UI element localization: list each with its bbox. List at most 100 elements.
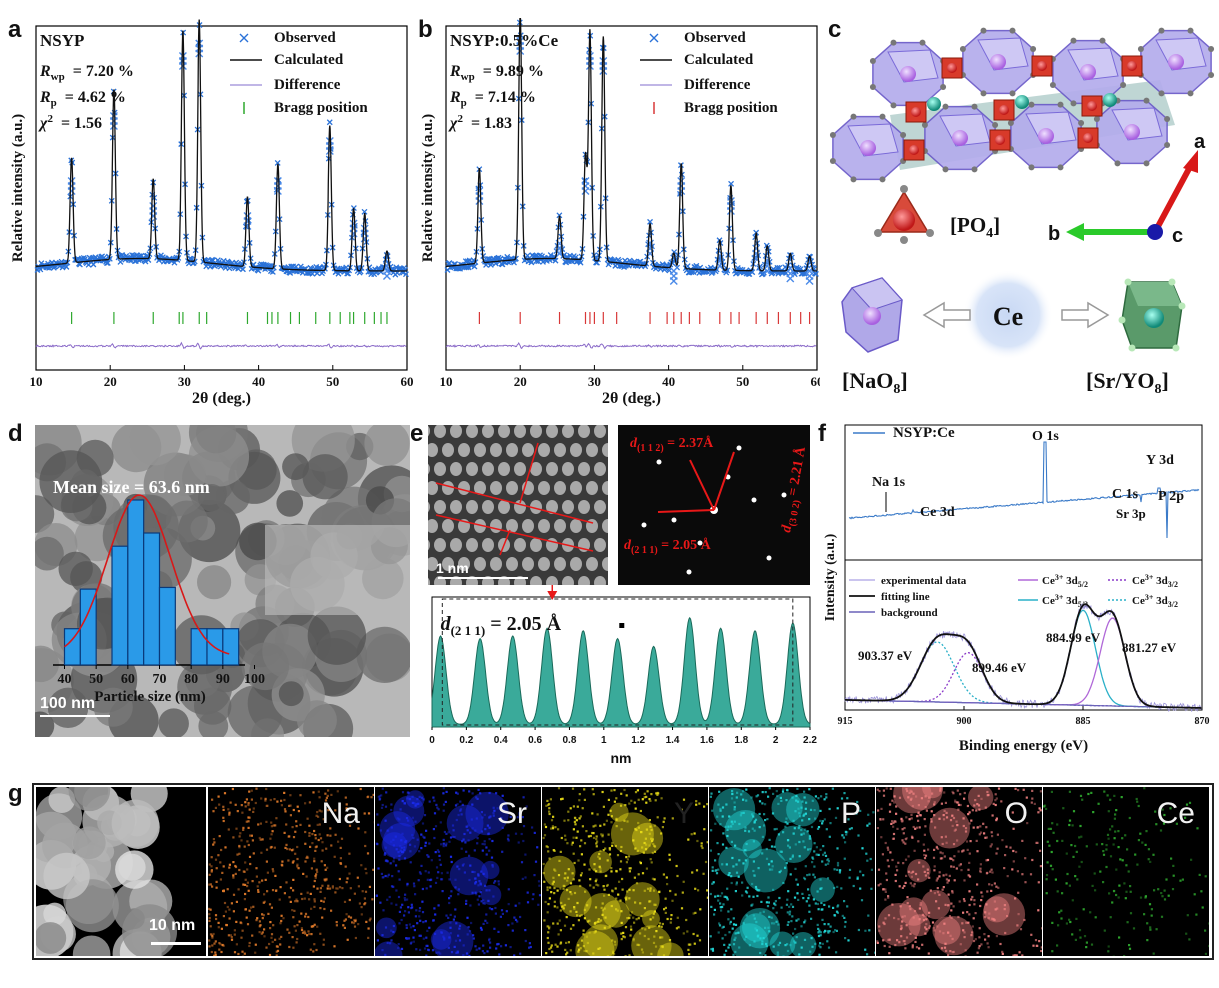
eds-signal: [346, 877, 349, 880]
na-atom: [1124, 124, 1140, 140]
eds-signal: [559, 941, 563, 944]
eds-signal: [224, 846, 227, 849]
eds-signal: [809, 848, 812, 851]
eds-signal: [258, 836, 261, 840]
eds-signal: [984, 836, 987, 839]
eds-signal: [604, 847, 607, 850]
eds-signal: [557, 787, 561, 790]
x-tick-label: 60: [811, 374, 821, 389]
eds-signal: [923, 857, 927, 860]
eds-signal: [232, 861, 235, 864]
eds-signal: [859, 870, 862, 873]
eds-signal: [790, 903, 793, 906]
eds-signal: [304, 912, 308, 915]
eds-signal: [340, 837, 344, 840]
eds-signal: [208, 939, 211, 942]
eds-signal: [445, 832, 448, 835]
eds-signal: [773, 922, 776, 925]
eds-signal: [1169, 807, 1172, 810]
eds-signal: [336, 790, 339, 793]
eds-signal: [449, 895, 452, 898]
eds-signal: [638, 943, 641, 947]
eds-signal: [804, 807, 807, 810]
eds-signal: [330, 909, 333, 912]
eds-signal: [410, 907, 413, 910]
eds-signal: [1121, 859, 1124, 862]
eds-signal: [293, 909, 296, 912]
eds-signal: [602, 885, 605, 888]
eds-signal: [761, 940, 764, 943]
eds-signal: [344, 796, 347, 799]
eds-signal: [1089, 911, 1092, 914]
eds-signal: [785, 799, 788, 802]
o-atom: [992, 122, 999, 128]
eds-signal: [833, 886, 836, 890]
eds-signal: [955, 867, 958, 870]
eds-signal: [580, 939, 584, 942]
eds-signal: [901, 886, 904, 889]
eds-signal: [488, 849, 491, 852]
o-atom: [890, 102, 897, 109]
eds-signal: [791, 854, 794, 857]
eds-signal: [588, 931, 591, 934]
eds-signal: [1060, 909, 1063, 912]
eds-signal: [208, 873, 211, 876]
eds-signal: [488, 826, 491, 829]
eds-signal: [1208, 922, 1209, 925]
eds-signal: [828, 807, 831, 811]
eds-signal: [409, 843, 412, 846]
eds-signal: [730, 881, 733, 885]
eds-particle: [902, 787, 943, 811]
eds-signal: [719, 823, 722, 826]
eds-signal: [884, 917, 887, 920]
eds-signal: [260, 797, 263, 800]
o-atom: [971, 166, 978, 173]
eds-signal: [948, 874, 951, 877]
na-atom: [990, 54, 1006, 70]
eds-signal: [1078, 929, 1082, 932]
eds-signal: [939, 857, 942, 860]
eds-signal: [433, 812, 437, 815]
eds-signal: [1080, 860, 1083, 864]
eds-signal: [506, 837, 510, 840]
eds-signal: [930, 818, 933, 821]
eds-signal: [773, 828, 776, 831]
eds-signal: [573, 820, 576, 823]
eds-signal: [1031, 858, 1034, 862]
eds-signal: [794, 843, 797, 846]
eds-signal: [1031, 789, 1034, 792]
eds-signal: [646, 887, 650, 890]
eds-signal: [469, 864, 472, 867]
eds-signal: [771, 865, 774, 868]
eds-signal: [546, 846, 549, 849]
eds-signal: [878, 790, 881, 793]
eds-signal: [859, 887, 862, 890]
eds-signal: [932, 856, 936, 859]
eds-signal: [217, 795, 220, 798]
po4-tetrahedron: [874, 185, 934, 244]
o-atom: [900, 132, 907, 138]
eds-signal: [615, 870, 618, 873]
eds-signal: [345, 807, 348, 810]
eds-signal: [211, 944, 214, 947]
eds-signal: [949, 857, 952, 860]
eds-signal: [808, 837, 811, 840]
p-atom: [995, 135, 1005, 145]
eds-signal: [613, 940, 617, 943]
eds-signal: [259, 924, 262, 927]
eds-signal: [534, 860, 538, 863]
eds-signal: [261, 913, 264, 916]
eds-signal: [1024, 881, 1027, 884]
panel-label-b: b: [418, 16, 433, 43]
eds-signal: [419, 948, 422, 951]
eds-signal: [389, 942, 392, 945]
eds-signal: [999, 942, 1002, 946]
eds-signal: [232, 910, 235, 913]
eds-signal: [509, 946, 512, 949]
nanoparticle: [302, 454, 348, 500]
eds-signal: [817, 931, 820, 934]
lattice-spot: [498, 462, 510, 476]
eds-signal: [904, 881, 907, 884]
eds-signal: [768, 868, 772, 871]
p-atom: [999, 105, 1009, 115]
